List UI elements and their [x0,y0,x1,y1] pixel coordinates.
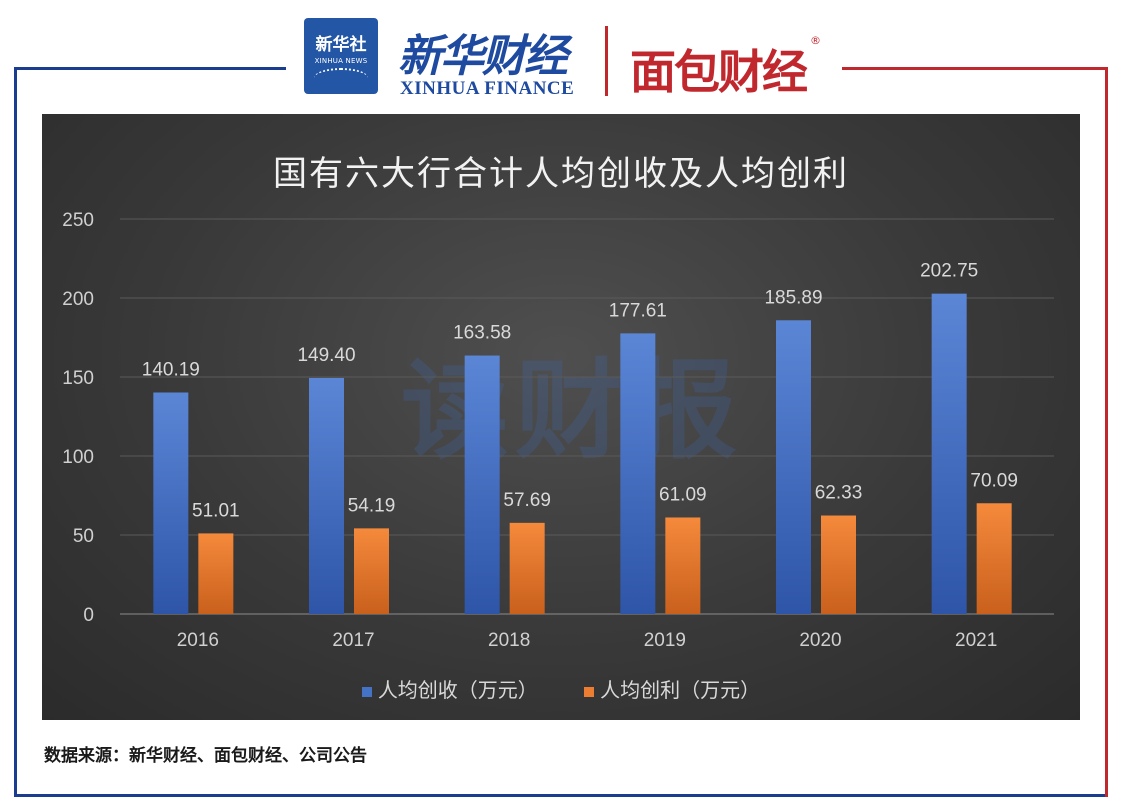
globe-arc-icon [314,68,368,88]
chart-title: 国有六大行合计人均创收及人均创利 [273,154,849,194]
registered-mark: ® [810,34,821,47]
y-tick-label: 200 [62,289,94,310]
data-label-profit: 57.69 [503,490,551,511]
x-tick-label: 2017 [332,630,374,651]
data-label-profit: 62.33 [815,483,863,504]
frame-bottom-line [14,794,1108,797]
header-logos: 新华社 XINHUA NEWS 新华财经 XINHUA FINANCE 面包财经… [300,12,830,102]
x-tick-label: 2021 [955,630,997,651]
x-tick-label: 2020 [799,630,841,651]
data-label-revenue: 149.40 [297,345,355,366]
data-label-revenue: 185.89 [764,287,822,308]
xinhua-finance-logo-cn: 新华财经 [398,31,568,82]
xinhua-logo-en: XINHUA NEWS [314,57,368,65]
bar-profit-2017 [354,528,389,614]
bar-chart: 0 50 100 150 200 250 140.19 149.40 163.58 177.61 1… [62,210,1054,651]
y-tick-label: 150 [62,368,94,389]
bar-revenue-2020 [776,320,811,614]
xinhua-news-logo: 新华社 XINHUA NEWS [304,18,378,94]
x-tick-label: 2019 [644,630,686,651]
data-label-profit: 51.01 [192,500,240,521]
mianbao-finance-logo: 面包财经 [630,45,808,99]
chart-legend: 人均创收（万元） 人均创利（万元） [42,674,1080,703]
logo-divider [605,26,608,96]
frame-top-left-line [14,67,286,70]
y-tick-label: 250 [62,210,94,231]
legend-label-revenue: 人均创收（万元） [377,678,538,702]
source-note: 数据来源：新华财经、面包财经、公司公告 [44,746,367,766]
bar-profit-2021 [976,503,1012,614]
frame-top-right-line [842,67,1108,70]
y-tick-label: 50 [73,526,94,547]
bar-revenue-2018 [464,355,500,614]
y-tick-label: 100 [62,447,94,468]
data-label-revenue: 140.19 [142,359,200,380]
legend-label-profit: 人均创利（万元） [600,678,761,702]
frame-left-line [14,67,17,797]
watermark: 读财报 [400,349,743,474]
bar-profit-2020 [821,515,856,614]
xinhua-finance-logo-en: XINHUA FINANCE [400,78,575,99]
data-label-profit: 54.19 [348,495,396,516]
bar-profit-2019 [665,517,701,614]
legend-swatch-revenue [361,686,372,697]
bar-revenue-2021 [931,293,967,614]
x-tick-label: 2018 [488,630,530,651]
data-label-profit: 70.09 [970,470,1018,491]
data-label-profit: 61.09 [659,484,707,505]
legend-item-profit: 人均创利（万元） [584,674,760,703]
legend-item-revenue: 人均创收（万元） [361,674,538,703]
xinhua-logo-cn: 新华社 [315,35,367,55]
bar-profit-2018 [509,522,545,614]
bar-profit-2016 [198,533,234,614]
x-tick-label: 2016 [177,630,219,651]
legend-swatch-profit [584,686,595,697]
data-label-revenue: 177.61 [609,300,667,321]
data-label-revenue: 202.75 [920,261,978,282]
chart-panel: 国有六大行合计人均创收及人均创利 读财报 0 50 100 150 200 250 140.… [42,114,1080,720]
data-label-revenue: 163.58 [453,323,511,344]
bar-revenue-2016 [153,392,189,614]
bar-revenue-2017 [309,377,344,614]
frame-right-line [1105,67,1108,797]
y-tick-label: 0 [83,605,94,626]
bar-revenue-2019 [620,333,656,614]
